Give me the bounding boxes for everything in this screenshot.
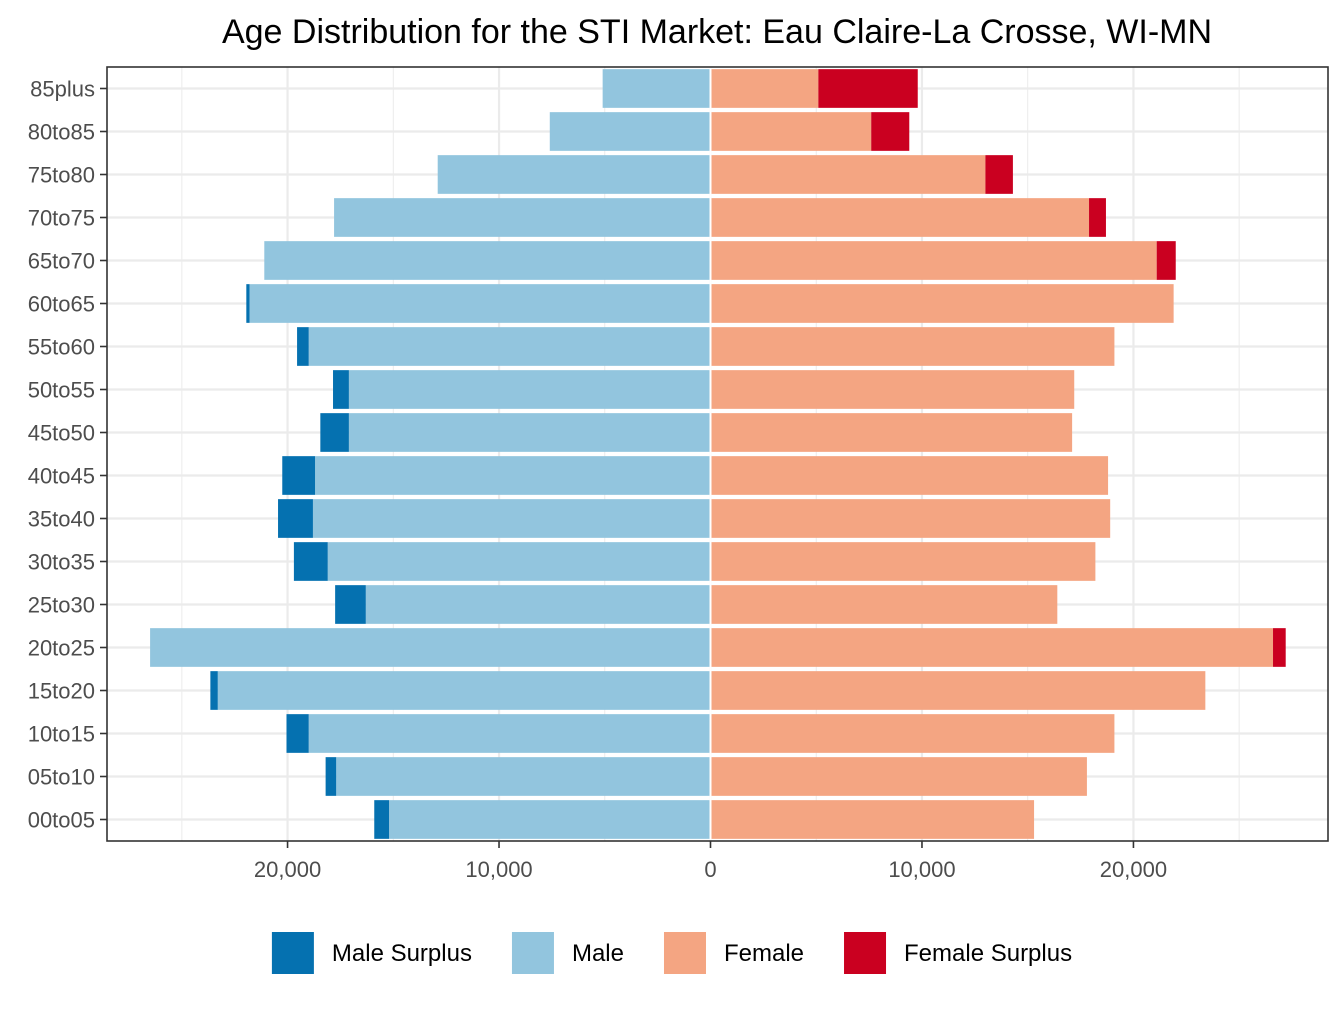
y-tick-label-60to65: 60to65 [28, 292, 95, 317]
legend-label-female: Female [724, 940, 804, 967]
bar-female-surplus-80to85 [871, 112, 910, 151]
y-tick-label-40to45: 40to45 [28, 464, 95, 489]
bar-male-05to10 [336, 757, 711, 796]
bar-male-25to30 [365, 585, 711, 624]
bar-female-surplus-65to70 [1156, 241, 1176, 280]
bar-male-65to70 [264, 241, 711, 280]
x-tick-label: 20,000 [254, 857, 321, 882]
chart-title: Age Distribution for the STI Market: Eau… [222, 13, 1212, 51]
bar-male-surplus-25to30 [335, 585, 366, 624]
bar-female-surplus-70to75 [1089, 198, 1106, 237]
bar-male-10to15 [308, 714, 711, 753]
y-tick-label-25to30: 25to30 [28, 593, 95, 618]
y-tick-label-45to50: 45to50 [28, 421, 95, 446]
bar-male-80to85 [549, 112, 711, 151]
bar-male-00to05 [389, 800, 711, 839]
bar-male-20to25 [150, 628, 711, 667]
bar-female-45to50 [710, 413, 1073, 452]
legend-swatch-female [663, 932, 706, 974]
bar-female-65to70 [710, 241, 1157, 280]
bar-male-75to80 [437, 155, 711, 194]
bar-female-surplus-75to80 [985, 155, 1013, 194]
x-tick-label: 10,000 [888, 857, 955, 882]
panel-border [106, 66, 1329, 842]
bar-female-85plus [710, 69, 819, 108]
legend-swatch-female-surplus [844, 932, 887, 974]
bar-female-00to05 [710, 800, 1035, 839]
y-tick-label-05to10: 05to10 [28, 765, 95, 790]
bar-female-55to60 [710, 327, 1115, 366]
y-tick-label-30to35: 30to35 [28, 550, 95, 575]
y-tick-label-10to15: 10to15 [28, 722, 95, 747]
bar-male-15to20 [217, 671, 711, 710]
legend-swatch-male-surplus [271, 932, 314, 974]
y-tick-label-15to20: 15to20 [28, 679, 95, 704]
x-tick-label: 10,000 [465, 857, 532, 882]
bar-male-85plus [602, 69, 711, 108]
y-tick-label-00to05: 00to05 [28, 808, 95, 833]
bar-male-45to50 [348, 413, 711, 452]
bar-male-surplus-40to45 [282, 456, 316, 495]
y-tick-label-70to75: 70to75 [28, 206, 95, 231]
bar-male-surplus-55to60 [297, 327, 309, 366]
legend-label-male-surplus: Male Surplus [332, 940, 472, 967]
bar-male-surplus-30to35 [293, 542, 328, 581]
bar-male-70to75 [334, 198, 711, 237]
bar-male-30to35 [327, 542, 711, 581]
x-tick-label: 0 [704, 857, 716, 882]
bar-male-55to60 [308, 327, 711, 366]
bar-female-40to45 [710, 456, 1109, 495]
y-tick-label-65to70: 65to70 [28, 249, 95, 274]
legend-label-male: Male [572, 940, 624, 967]
bar-male-surplus-05to10 [325, 757, 337, 796]
legend-label-female-surplus: Female Surplus [904, 940, 1072, 967]
bars [150, 67, 1286, 841]
y-tick-label-80to85: 80to85 [28, 120, 95, 145]
axes: 00to05 05to10 10to15 15to20 20to25 25to30 30to… [28, 77, 1167, 883]
bar-female-20to25 [710, 628, 1274, 667]
y-tick-label-50to55: 50to55 [28, 378, 95, 403]
bar-male-surplus-35to40 [278, 499, 313, 538]
bar-female-60to65 [710, 284, 1174, 323]
y-tick-label-55to60: 55to60 [28, 335, 95, 360]
bar-female-75to80 [710, 155, 986, 194]
x-tick-label: 20,000 [1100, 857, 1167, 882]
y-tick-label-35to40: 35to40 [28, 507, 95, 532]
bar-male-surplus-60to65 [246, 284, 250, 323]
y-tick-label-85plus: 85plus [30, 77, 95, 102]
bar-female-05to10 [710, 757, 1087, 796]
bar-male-60to65 [249, 284, 711, 323]
bar-female-80to85 [710, 112, 872, 151]
bar-female-surplus-20to25 [1273, 628, 1286, 667]
bar-male-surplus-00to05 [374, 800, 390, 839]
bar-female-surplus-85plus [818, 69, 918, 108]
bar-male-surplus-15to20 [210, 671, 218, 710]
bar-female-30to35 [710, 542, 1096, 581]
bar-male-50to55 [348, 370, 711, 409]
bar-female-35to40 [710, 499, 1111, 538]
bar-female-50to55 [710, 370, 1075, 409]
bar-male-surplus-50to55 [333, 370, 349, 409]
bar-male-40to45 [315, 456, 711, 495]
legend: Male Surplus Male Female Female Surplus [271, 932, 1072, 974]
y-tick-label-20to25: 20to25 [28, 636, 95, 661]
bar-female-70to75 [710, 198, 1090, 237]
y-tick-label-75to80: 75to80 [28, 163, 95, 188]
bar-female-10to15 [710, 714, 1115, 753]
bar-male-surplus-10to15 [286, 714, 309, 753]
bar-male-35to40 [312, 499, 711, 538]
legend-swatch-male [511, 932, 554, 974]
bar-female-25to30 [710, 585, 1058, 624]
bar-female-15to20 [710, 671, 1206, 710]
bar-male-surplus-45to50 [320, 413, 349, 452]
